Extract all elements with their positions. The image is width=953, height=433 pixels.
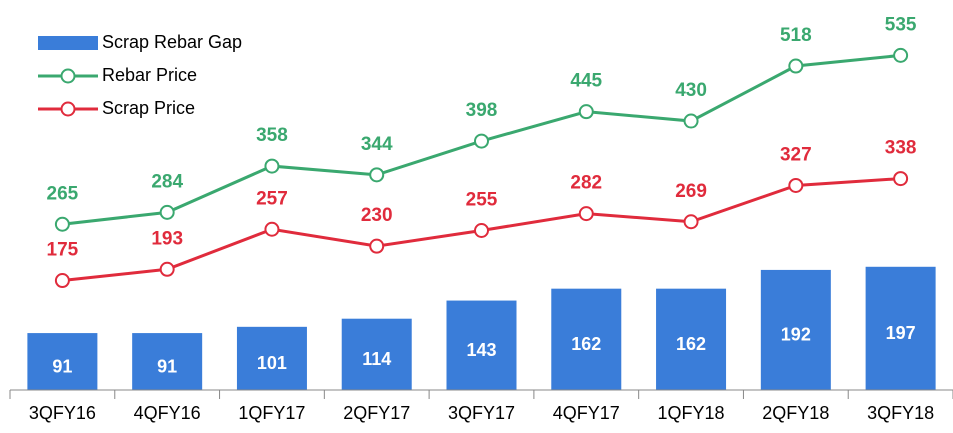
line-value-label: 445 bbox=[570, 71, 602, 92]
line-marker bbox=[159, 204, 175, 220]
bar-value-label: 91 bbox=[157, 356, 177, 376]
x-tick-label: 1QFY17 bbox=[238, 403, 305, 423]
line-value-label: 430 bbox=[675, 80, 707, 101]
bar-value-label: 162 bbox=[676, 334, 706, 354]
x-tick-label: 3QFY17 bbox=[448, 403, 515, 423]
x-tick-label: 3QFY18 bbox=[867, 403, 934, 423]
bar-value-label: 197 bbox=[886, 323, 916, 343]
line-marker bbox=[369, 167, 385, 183]
line-marker bbox=[54, 273, 70, 289]
line-marker bbox=[893, 171, 909, 187]
line-marker bbox=[683, 214, 699, 230]
x-tick-label: 4QFY17 bbox=[553, 403, 620, 423]
legend-swatch bbox=[38, 36, 98, 50]
legend-label: Rebar Price bbox=[102, 65, 197, 85]
line-value-label: 327 bbox=[780, 144, 812, 165]
line-marker bbox=[264, 221, 280, 237]
line-marker bbox=[788, 177, 804, 193]
line-value-label: 284 bbox=[151, 171, 183, 192]
bar bbox=[865, 266, 936, 390]
bar-value-label: 91 bbox=[52, 356, 72, 376]
line-marker bbox=[159, 261, 175, 277]
line-value-label: 398 bbox=[466, 100, 498, 121]
line-marker bbox=[54, 216, 70, 232]
x-tick-label: 3QFY16 bbox=[29, 403, 96, 423]
line-value-label: 269 bbox=[675, 181, 707, 202]
line-value-label: 518 bbox=[780, 25, 812, 46]
line-marker bbox=[474, 223, 489, 239]
bar bbox=[656, 288, 727, 390]
bar bbox=[341, 318, 412, 390]
line-marker bbox=[578, 104, 594, 120]
line-value-label: 282 bbox=[570, 173, 602, 194]
line-value-label: 344 bbox=[361, 134, 393, 155]
line-value-label: 338 bbox=[885, 138, 917, 159]
line-marker bbox=[683, 113, 699, 129]
line-marker bbox=[893, 47, 909, 63]
bar-value-label: 114 bbox=[362, 349, 391, 369]
line-marker bbox=[788, 58, 804, 74]
legend-marker bbox=[60, 101, 76, 117]
bar-value-label: 192 bbox=[781, 325, 811, 345]
legend-label: Scrap Price bbox=[102, 98, 195, 118]
line-value-label: 257 bbox=[256, 188, 288, 209]
line-value-label: 230 bbox=[361, 205, 393, 226]
bar bbox=[132, 333, 203, 390]
bar bbox=[760, 269, 831, 390]
line-value-label: 193 bbox=[151, 228, 183, 249]
bar-value-label: 143 bbox=[466, 340, 496, 360]
bar bbox=[236, 326, 307, 390]
bar-value-label: 101 bbox=[257, 353, 287, 373]
line-value-label: 265 bbox=[47, 183, 79, 204]
x-tick-label: 4QFY16 bbox=[134, 403, 201, 423]
x-tick-label: 1QFY18 bbox=[658, 403, 725, 423]
x-tick-label: 2QFY17 bbox=[343, 403, 410, 423]
bar bbox=[446, 300, 517, 390]
legend-marker bbox=[60, 68, 76, 84]
line-marker bbox=[369, 238, 385, 254]
bar bbox=[27, 333, 98, 390]
line-marker bbox=[264, 158, 280, 174]
line-marker bbox=[578, 206, 594, 222]
line-value-label: 358 bbox=[256, 125, 288, 146]
x-tick-label: 2QFY18 bbox=[762, 403, 829, 423]
line-value-label: 535 bbox=[885, 14, 917, 35]
bar-value-label: 162 bbox=[571, 334, 601, 354]
line-marker bbox=[474, 133, 489, 149]
line-value-label: 175 bbox=[47, 240, 79, 261]
bar bbox=[551, 288, 622, 390]
legend-label: Scrap Rebar Gap bbox=[102, 32, 242, 52]
line-value-label: 255 bbox=[466, 190, 498, 211]
